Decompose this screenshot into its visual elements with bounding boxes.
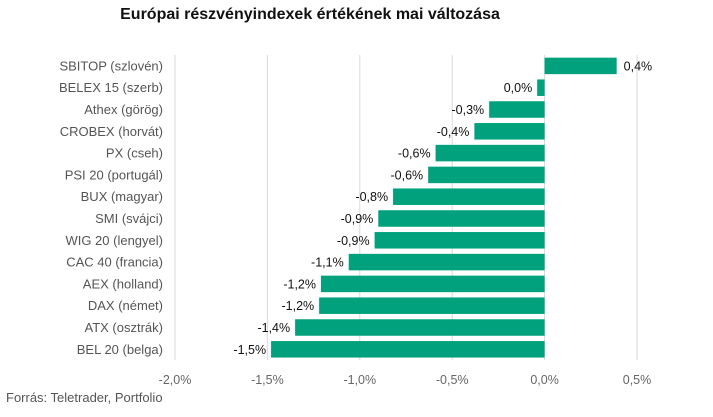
value-label: -1,2% [283, 277, 316, 291]
bar [428, 166, 545, 184]
value-label: -0,9% [337, 234, 370, 248]
bar [537, 79, 545, 96]
grid-lines [174, 55, 638, 360]
bar [378, 210, 545, 227]
value-label: 0,4% [624, 59, 653, 73]
category-label: BEL 20 (belga) [77, 342, 163, 357]
value-label: -0,4% [437, 125, 470, 139]
bar [489, 101, 545, 118]
category-label: CROBEX (horvát) [60, 124, 163, 139]
value-label: -0,3% [452, 103, 485, 117]
category-label: SMI (svájci) [95, 211, 163, 226]
bar [295, 319, 545, 336]
value-label: -0,8% [355, 190, 388, 204]
value-label: -1,1% [311, 256, 344, 270]
bar [320, 275, 545, 293]
x-tick-label: 0,0% [530, 373, 559, 387]
value-label: -1,4% [257, 321, 290, 335]
x-tick-label: -1,5% [251, 373, 284, 387]
category-label: DAX (német) [88, 298, 163, 313]
value-label: -0,6% [391, 168, 424, 182]
x-tick-label: 0,5% [623, 373, 652, 387]
value-label: -0,6% [398, 147, 431, 161]
bar [319, 297, 545, 314]
category-label: BELEX 15 (szerb) [59, 80, 163, 95]
labels: -2,0% -1,5% -1,0% -0,5% 0,0% 0,5% SBITOP (szlo… [59, 58, 652, 387]
bar [435, 144, 545, 162]
value-label: -1,2% [281, 299, 314, 313]
category-label: PX (cseh) [106, 146, 163, 161]
value-label: 0,0% [504, 81, 533, 95]
value-label: -0,9% [341, 212, 374, 226]
x-tick-label: -2,0% [159, 373, 192, 387]
category-label: BUX (magyar) [81, 189, 163, 204]
category-label: Athex (görög) [84, 102, 163, 117]
bar [271, 341, 545, 358]
source-note: Forrás: Teletrader, Portfolio [6, 390, 163, 405]
category-label: CAC 40 (francia) [66, 255, 163, 270]
category-label: WIG 20 (lengyel) [65, 233, 163, 248]
bar [374, 232, 545, 249]
bar [393, 188, 545, 205]
bars [271, 57, 617, 358]
category-label: PSI 20 (portugál) [65, 167, 163, 182]
value-label: -1,5% [233, 343, 266, 357]
x-tick-label: -1,0% [343, 373, 376, 387]
category-label: SBITOP (szlovén) [59, 58, 163, 73]
category-label: ATX (osztrák) [85, 320, 164, 335]
x-tick-label: -0,5% [436, 373, 469, 387]
chart-title: Európai részvényindexek értékének mai vá… [120, 6, 500, 23]
category-label: AEX (holland) [83, 276, 163, 291]
bar [348, 253, 545, 271]
bar [474, 123, 545, 140]
bar [544, 57, 617, 75]
